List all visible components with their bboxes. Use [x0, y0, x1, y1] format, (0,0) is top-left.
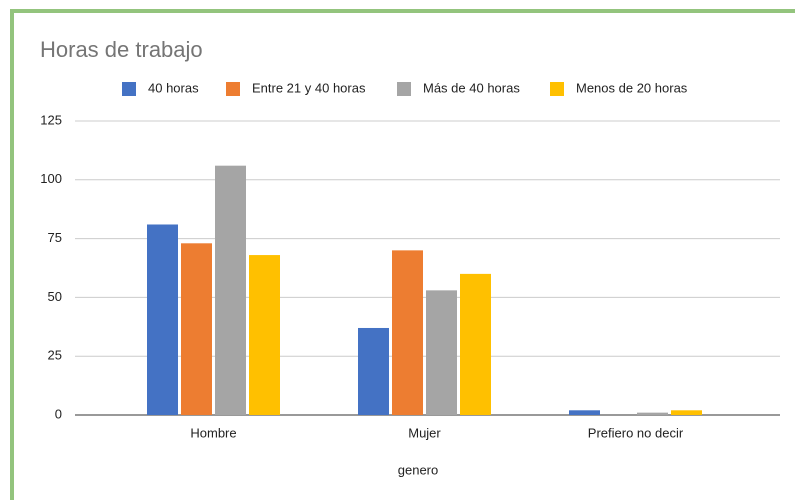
bar	[637, 412, 668, 415]
bar	[569, 410, 600, 415]
bar	[392, 250, 423, 415]
legend-label: 40 horas	[148, 80, 199, 95]
y-tick-label: 25	[48, 348, 62, 363]
legend-swatch	[226, 82, 240, 96]
legend-label: Entre 21 y 40 horas	[252, 80, 366, 95]
legend-label: Menos de 20 horas	[576, 80, 688, 95]
bar	[249, 255, 280, 415]
bar	[460, 273, 491, 415]
chart-title: Horas de trabajo	[40, 37, 203, 62]
bar	[358, 327, 389, 415]
y-tick-label: 100	[40, 171, 62, 186]
y-tick-label: 75	[48, 230, 62, 245]
legend-label: Más de 40 horas	[423, 80, 520, 95]
bar	[147, 224, 178, 415]
x-axis-title: genero	[398, 462, 438, 477]
bar	[215, 165, 246, 415]
legend-swatch	[122, 82, 136, 96]
x-tick-label: Mujer	[408, 425, 441, 440]
y-tick-label: 50	[48, 289, 62, 304]
bar	[426, 290, 457, 415]
y-tick-label: 0	[55, 406, 62, 421]
y-tick-label: 125	[40, 112, 62, 127]
x-tick-label: Prefiero no decir	[588, 425, 684, 440]
x-tick-label: Hombre	[190, 425, 236, 440]
bar	[181, 243, 212, 415]
legend-swatch	[397, 82, 411, 96]
bar	[671, 410, 702, 415]
legend-swatch	[550, 82, 564, 96]
frame	[10, 9, 795, 500]
